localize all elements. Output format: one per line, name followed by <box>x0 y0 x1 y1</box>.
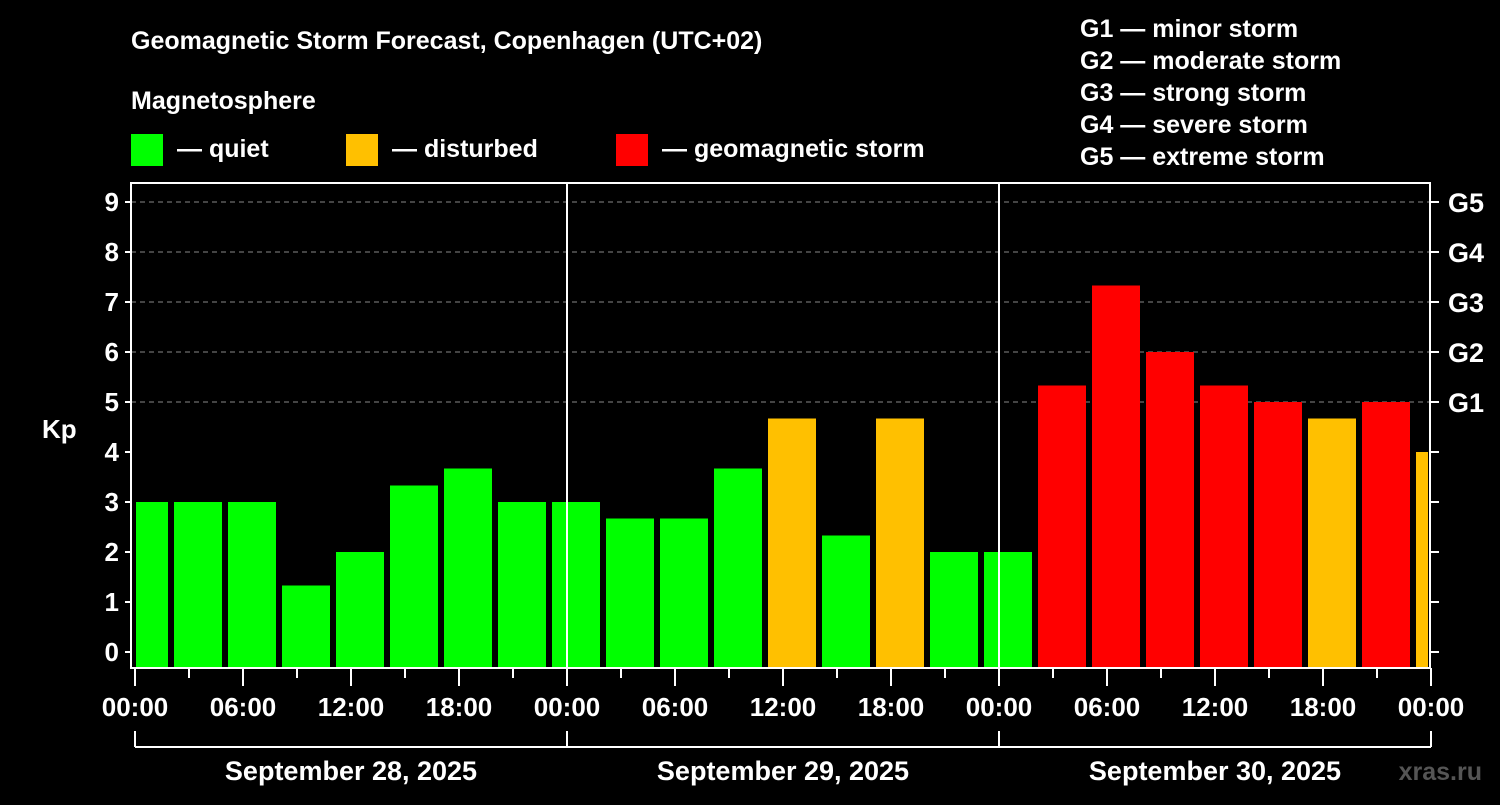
y-tick-label: 6 <box>105 337 119 367</box>
g-level-label: G3 <box>1448 288 1484 318</box>
x-tick-label: 18:00 <box>1290 692 1357 722</box>
storm-scale-item: G5 — extreme storm <box>1080 143 1325 171</box>
kp-bar <box>1308 418 1356 668</box>
x-tick-label: 18:00 <box>426 692 493 722</box>
kp-bar <box>768 418 816 668</box>
x-tick-label: 12:00 <box>318 692 385 722</box>
chart-title: Geomagnetic Storm Forecast, Copenhagen (… <box>131 27 762 55</box>
kp-bar <box>228 502 276 668</box>
g-level-label: G2 <box>1448 338 1484 368</box>
g-level-label: G1 <box>1448 388 1484 418</box>
y-axis-label: Kp <box>42 414 77 444</box>
kp-bar <box>1362 402 1410 668</box>
x-tick-label: 18:00 <box>858 692 925 722</box>
kp-bar <box>660 518 708 668</box>
date-label: September 28, 2025 <box>225 756 477 786</box>
kp-bar <box>1416 452 1428 668</box>
date-label: September 30, 2025 <box>1089 756 1341 786</box>
legend-swatch <box>346 134 378 166</box>
x-tick-label: 12:00 <box>750 692 817 722</box>
legend-title: Magnetosphere <box>131 87 316 115</box>
y-tick-label: 1 <box>105 587 119 617</box>
kp-bar <box>984 552 1032 668</box>
kp-bar <box>606 518 654 668</box>
x-tick-label: 00:00 <box>102 692 169 722</box>
x-tick-label: 06:00 <box>210 692 277 722</box>
legend-swatch <box>131 134 163 166</box>
legend-label: — quiet <box>177 135 269 163</box>
kp-bar <box>552 502 600 668</box>
g-level-label: G5 <box>1448 188 1484 218</box>
date-label: September 29, 2025 <box>657 756 909 786</box>
kp-bar <box>930 552 978 668</box>
legend-swatch <box>616 134 648 166</box>
kp-bar <box>714 468 762 668</box>
x-tick-label: 12:00 <box>1182 692 1249 722</box>
storm-scale-item: G2 — moderate storm <box>1080 47 1341 75</box>
y-tick-label: 5 <box>105 387 119 417</box>
kp-bar <box>136 502 168 668</box>
kp-bar <box>174 502 222 668</box>
kp-bar <box>1200 385 1248 668</box>
kp-bar <box>876 418 924 668</box>
kp-bar <box>1254 402 1302 668</box>
legend-label: — geomagnetic storm <box>662 135 925 163</box>
kp-bar <box>444 468 492 668</box>
y-tick-label: 0 <box>105 637 119 667</box>
kp-bar <box>1038 385 1086 668</box>
x-tick-label: 06:00 <box>1074 692 1141 722</box>
kp-bar <box>1146 352 1194 668</box>
y-tick-label: 8 <box>105 237 119 267</box>
kp-bar <box>822 535 870 668</box>
storm-scale-item: G1 — minor storm <box>1080 15 1298 43</box>
legend-label: — disturbed <box>392 135 538 163</box>
x-tick-label: 00:00 <box>1398 692 1465 722</box>
x-tick-label: 00:00 <box>534 692 601 722</box>
storm-scale-item: G4 — severe storm <box>1080 111 1308 139</box>
kp-bar <box>282 585 330 668</box>
x-tick-label: 06:00 <box>642 692 709 722</box>
y-tick-label: 3 <box>105 487 119 517</box>
y-tick-label: 7 <box>105 287 119 317</box>
kp-bar <box>390 485 438 668</box>
x-tick-label: 00:00 <box>966 692 1033 722</box>
plot-frame <box>130 182 1431 669</box>
kp-bar <box>498 502 546 668</box>
kp-bar <box>1092 285 1140 668</box>
storm-scale-item: G3 — strong storm <box>1080 79 1306 107</box>
y-tick-label: 4 <box>105 437 120 467</box>
kp-bar <box>336 552 384 668</box>
watermark: xras.ru <box>1399 758 1482 786</box>
g-level-label: G4 <box>1448 238 1484 268</box>
y-tick-label: 9 <box>105 187 119 217</box>
y-tick-label: 2 <box>105 537 119 567</box>
